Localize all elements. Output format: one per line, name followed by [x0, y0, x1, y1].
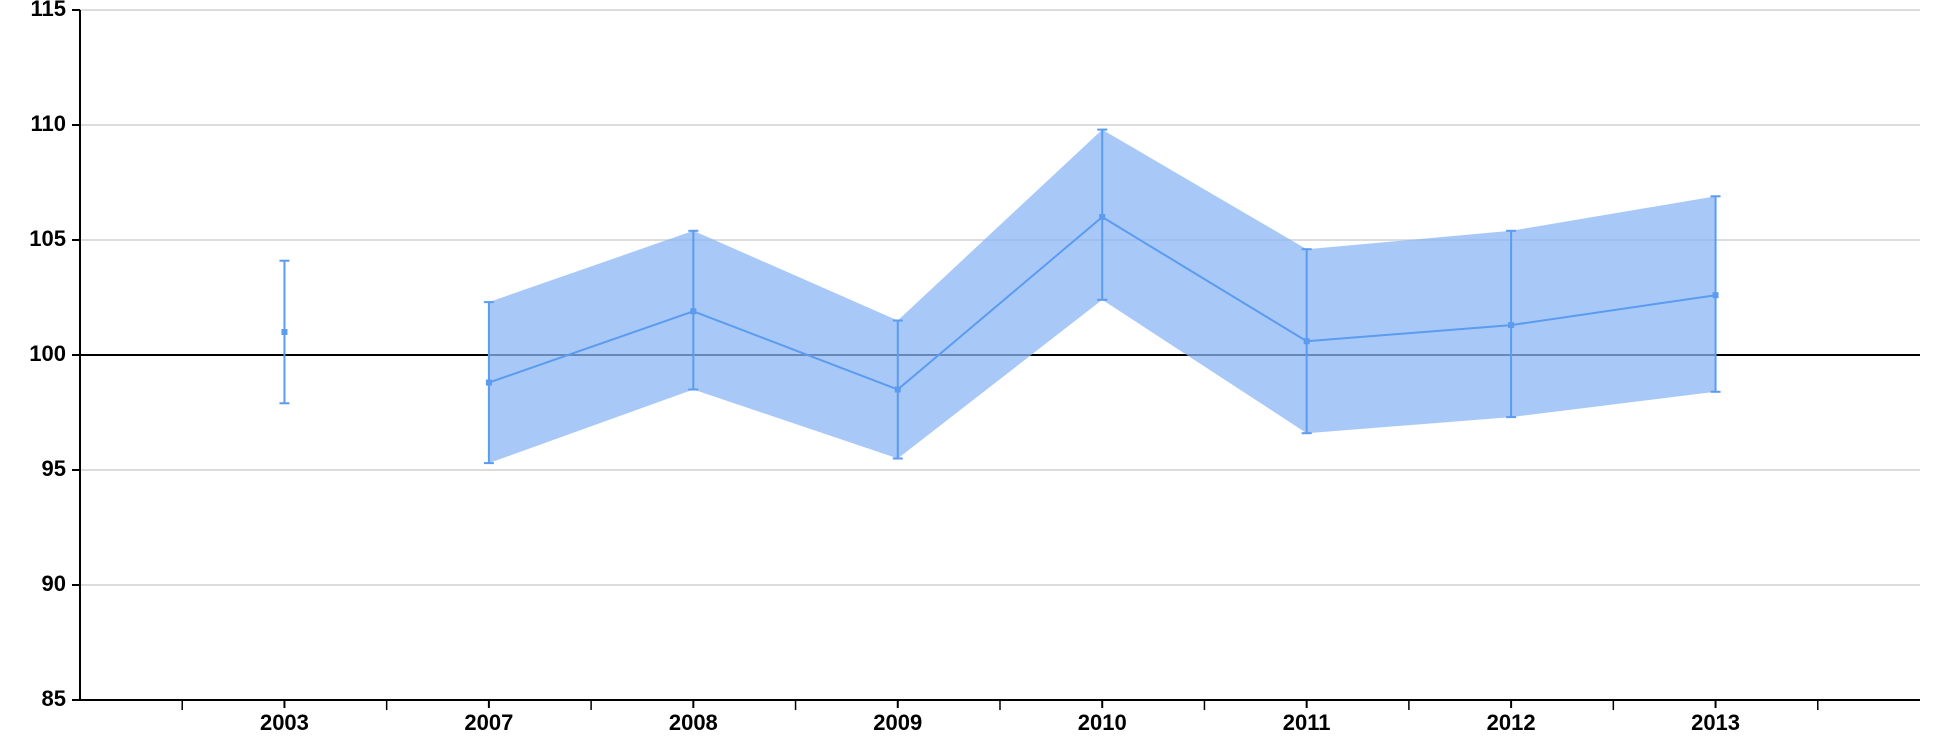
- data-marker: [1509, 323, 1514, 328]
- y-tick-label: 110: [31, 111, 67, 136]
- x-tick-label: 2007: [464, 710, 513, 735]
- data-marker: [1304, 339, 1309, 344]
- data-marker: [282, 330, 287, 335]
- x-tick-label: 2008: [669, 710, 718, 735]
- x-tick-label: 2013: [1691, 710, 1740, 735]
- data-marker: [691, 309, 696, 314]
- y-tick-label: 85: [42, 686, 66, 711]
- y-tick-label: 105: [29, 226, 66, 251]
- data-marker: [1100, 215, 1105, 220]
- x-tick-label: 2012: [1487, 710, 1536, 735]
- x-tick-label: 2009: [873, 710, 922, 735]
- chart-container: 85 90 95 100 105 110 115 2003 2007 2008 2009 2010 20…: [0, 0, 1942, 756]
- y-tick-label: 95: [42, 456, 66, 481]
- x-tick-label: 2011: [1283, 710, 1331, 735]
- x-tick-label: 2003: [260, 710, 309, 735]
- y-tick-label: 100: [29, 341, 66, 366]
- x-tick-label: 2010: [1078, 710, 1127, 735]
- line-chart: 85 90 95 100 105 110 115 2003 2007 2008 2009 2010 20…: [0, 0, 1942, 756]
- data-marker: [486, 380, 491, 385]
- y-tick-label: 90: [42, 571, 66, 596]
- data-marker: [1713, 293, 1718, 298]
- data-marker: [895, 387, 900, 392]
- y-tick-label: 115: [31, 0, 67, 21]
